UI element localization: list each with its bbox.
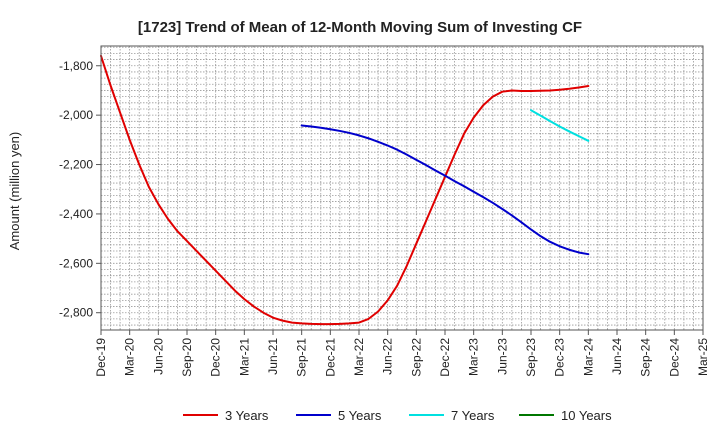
- legend-label-3-years: 3 Years: [225, 408, 269, 423]
- x-tick-label: Dec-23: [553, 338, 567, 377]
- y-tick-label: -2,400: [59, 207, 93, 221]
- y-tick-label: -1,800: [59, 59, 93, 73]
- x-tick-label: Dec-24: [667, 338, 681, 377]
- x-tick-label: Mar-21: [237, 338, 251, 376]
- y-tick-label: -2,200: [59, 158, 93, 172]
- series-line-3-years: [100, 54, 590, 326]
- legend-label-10-years: 10 Years: [561, 408, 612, 423]
- legend-label-7-years: 7 Years: [451, 408, 495, 423]
- series-line-5-years: [300, 124, 590, 256]
- x-tick-label: Sep-21: [295, 338, 309, 377]
- plot-area: [101, 46, 703, 330]
- y-tick-label: -2,600: [59, 256, 93, 270]
- x-tick-label: Mar-20: [123, 338, 137, 376]
- legend-label-5-years: 5 Years: [338, 408, 382, 423]
- x-axis-ticks: Dec-19 Mar-20 Jun-20 Sep-20 Dec-20 Mar-21 Jun-…: [94, 330, 710, 377]
- x-tick-label: Dec-21: [323, 338, 337, 377]
- x-tick-label: Sep-20: [180, 338, 194, 377]
- x-tick-label: Mar-25: [696, 338, 710, 376]
- y-tick-label: -2,800: [59, 306, 93, 320]
- x-tick-label: Jun-21: [266, 338, 280, 375]
- series-line-7-years: [530, 109, 590, 142]
- y-axis-label: Amount (million yen): [7, 132, 22, 251]
- plot-frame: [100, 45, 704, 331]
- x-tick-label: Mar-22: [352, 338, 366, 376]
- y-tick-label: -2,000: [59, 108, 93, 122]
- x-tick-label: Dec-20: [209, 338, 223, 377]
- x-tick-label: Sep-24: [639, 338, 653, 377]
- grid-lines: [101, 46, 703, 330]
- x-tick-label: Dec-22: [438, 338, 452, 377]
- x-tick-label: Sep-23: [524, 338, 538, 377]
- chart-title: [1723] Trend of Mean of 12-Month Moving …: [138, 19, 582, 36]
- x-tick-label: Mar-23: [467, 338, 481, 376]
- x-tick-label: Mar-24: [581, 338, 595, 376]
- y-axis-ticks: -1,800 -2,000 -2,200 -2,400 -2,600 -2,800: [59, 59, 101, 320]
- x-tick-label: Jun-24: [610, 338, 624, 375]
- legend: 3 Years 5 Years 7 Years 10 Years: [183, 408, 612, 423]
- x-tick-label: Jun-22: [381, 338, 395, 375]
- series-layer: [100, 54, 590, 326]
- x-tick-label: Jun-20: [151, 338, 165, 375]
- x-tick-label: Jun-23: [495, 338, 509, 375]
- x-tick-label: Sep-22: [409, 338, 423, 377]
- x-tick-label: Dec-19: [94, 338, 108, 377]
